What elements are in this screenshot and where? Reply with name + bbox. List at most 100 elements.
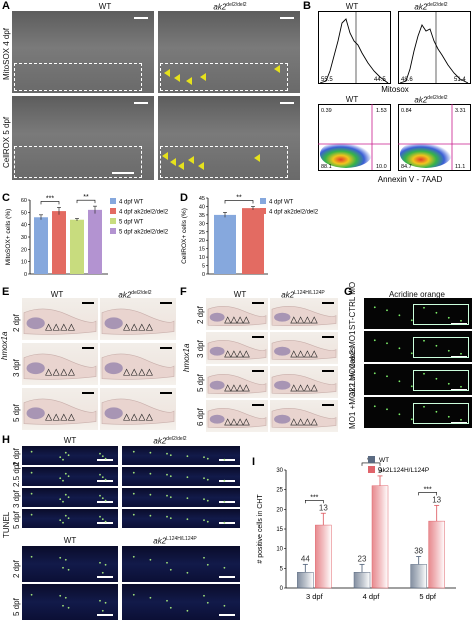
- arrowhead: [145, 323, 153, 331]
- svg-text:11.1: 11.1: [455, 164, 465, 170]
- fluorescent-spot: [59, 594, 62, 597]
- fluorescent-spot: [223, 521, 226, 524]
- fluorescent-spot: [423, 339, 425, 342]
- fluorescent-spot: [206, 563, 209, 566]
- fluorescent-spot: [104, 499, 107, 502]
- fluorescent-spot: [186, 609, 189, 612]
- fluorescent-spot: [101, 609, 104, 612]
- panel-f-wt-image: [206, 366, 268, 398]
- svg-text:10.0: 10.0: [376, 164, 387, 170]
- svg-text:84.7: 84.7: [401, 164, 412, 170]
- panel-h2-wt-image: [22, 546, 118, 582]
- bar: [214, 214, 236, 274]
- arrowhead: [236, 316, 244, 324]
- bar: [52, 211, 66, 274]
- yolk-stain: [26, 317, 45, 330]
- fluorescent-spot: [166, 515, 168, 518]
- arrowhead: [303, 384, 311, 392]
- yolk-stain: [274, 380, 291, 390]
- panel-f-wt-header: WT: [233, 290, 247, 299]
- arrowhead: [310, 418, 318, 426]
- arrowhead: [242, 384, 250, 392]
- fluorescent-spot: [169, 517, 172, 520]
- fluorescent-spot: [59, 456, 62, 459]
- arrowhead: [236, 384, 244, 392]
- panel-e-mut-image: [100, 343, 176, 385]
- svg-text:88.1: 88.1: [321, 164, 332, 170]
- fluorescent-spot: [62, 521, 64, 524]
- legend-label: 4 dpf ak2del2/del2: [269, 210, 319, 216]
- fluorescent-spot: [186, 571, 189, 574]
- arrowhead: [123, 413, 131, 421]
- arrowhead: [52, 323, 60, 331]
- svg-text:0.39: 0.39: [321, 108, 332, 114]
- fluorescent-spot: [62, 566, 64, 569]
- fluorescent-spot: [104, 457, 107, 460]
- arrowhead: [60, 368, 68, 376]
- panel-h-row-label: 2.5 dpf: [12, 462, 21, 487]
- chart-i: 0 5 10 15 20 25 30 # positive cells in CHT 3 dpf…: [257, 456, 456, 601]
- panel-label-a: A: [2, 0, 10, 12]
- fluorescent-spot: [386, 342, 388, 345]
- legend-label: 4 dpf WT: [119, 200, 144, 206]
- yolk-stain: [26, 362, 45, 375]
- panel-b-dotplots: 0.39 1.53 88.1 10.0 0.84 3.31 84.7 11.1 …: [318, 104, 471, 184]
- n-label: 44: [301, 554, 310, 563]
- arrowhead: [224, 384, 232, 392]
- hist-wt-right: 44.5: [374, 77, 386, 83]
- arrowhead: [45, 413, 53, 421]
- larva: [207, 340, 267, 361]
- fluorescent-spot: [186, 518, 189, 521]
- y-tick-label: 40: [199, 204, 205, 210]
- arrowheads: [164, 65, 280, 85]
- fluorescent-spot: [186, 476, 189, 479]
- panel-h-assay: TUNEL: [2, 511, 11, 538]
- arrowhead: [60, 323, 68, 331]
- legend-swatch: [110, 228, 116, 234]
- fluorescent-spot: [104, 520, 107, 523]
- panel-g-image: [364, 331, 472, 362]
- fluorescent-spot: [410, 385, 413, 388]
- bar: [428, 520, 445, 589]
- fluorescent-spot: [101, 497, 104, 500]
- fluorescent-spot: [410, 418, 413, 421]
- larva: [271, 340, 337, 361]
- arrowhead: [60, 413, 68, 421]
- yolk-stain: [104, 362, 123, 375]
- panel-f-mut-image: [270, 298, 338, 330]
- panel-b-histograms: 55.5 44.5 48.6 51.4 Mitosox: [318, 11, 471, 93]
- fluorescent-spot: [149, 451, 152, 454]
- n-label: 38: [414, 547, 423, 556]
- panel-label-c: C: [2, 192, 10, 204]
- panel-h-mut-image: [122, 488, 240, 507]
- fluorescent-spot: [64, 451, 67, 454]
- chart-d: 0 5 10 15 20 25 30 35 40 45 CellROX+ cells (%) ** 4 …: [181, 194, 319, 278]
- fluorescent-spot: [373, 372, 376, 375]
- fluorescent-spot: [186, 455, 189, 458]
- arrowhead: [290, 350, 298, 358]
- larva: [207, 408, 267, 429]
- fluorescent-spot: [386, 309, 388, 312]
- fluorescent-spot: [67, 475, 70, 478]
- fluorescent-spot: [223, 604, 226, 607]
- fluorescent-spot: [30, 471, 33, 474]
- legend-swatch: [110, 198, 116, 204]
- y-tick-label: 10: [199, 255, 205, 261]
- fluorescent-spot: [206, 478, 209, 481]
- y-tick-label: 10: [276, 547, 283, 553]
- fluorescent-spot: [169, 454, 172, 457]
- panel-a-row2-label: CellROX 5 dpf: [2, 116, 11, 168]
- dot-xlabel: Annexin V - 7AAD: [378, 175, 443, 184]
- panel-a-row1-label: MitoSOX 4 dpf: [2, 27, 11, 80]
- arrowhead: [297, 418, 305, 426]
- fluorescent-spot: [423, 306, 425, 309]
- y-tick-label: 30: [276, 468, 283, 474]
- yolk-stain: [104, 407, 123, 420]
- y-axis-label: # positive cells in CHT: [257, 494, 264, 564]
- fluorescent-spot: [386, 408, 388, 411]
- fluorescent-spot: [203, 519, 205, 522]
- fluorescent-spot: [166, 452, 168, 455]
- panel-h2-mut-image: [122, 584, 240, 620]
- yolk-stain: [209, 346, 225, 356]
- fluorescent-spot: [62, 458, 64, 461]
